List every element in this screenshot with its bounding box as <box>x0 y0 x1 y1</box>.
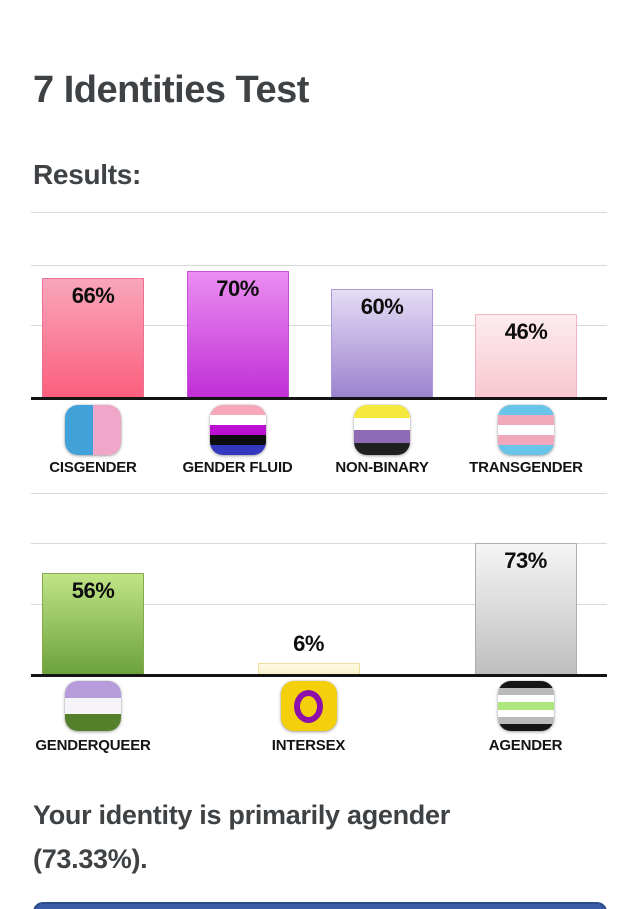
flag-stripe <box>93 405 121 455</box>
flag-stripe <box>498 415 554 425</box>
gridline <box>31 265 607 266</box>
identity-label: NON-BINARY <box>335 459 429 476</box>
flag-stripe <box>354 430 410 443</box>
flag-stripe <box>209 445 266 455</box>
flag-stripe <box>497 681 554 689</box>
bar-chart-1: 66% 70% 60% 46% <box>31 212 607 400</box>
flag-stripe <box>209 415 266 425</box>
identity-label: INTERSEX <box>271 737 346 754</box>
bar-non-binary <box>331 289 433 397</box>
summary-text: Your identity is primarily agender (73.3… <box>33 793 593 881</box>
gridline <box>31 543 607 544</box>
bar-value-label: 6% <box>293 631 324 656</box>
flag-stripe <box>497 688 554 696</box>
flag-stripe <box>209 425 266 435</box>
bar-value-label: 66% <box>71 283 115 308</box>
flag-stripe <box>497 695 554 703</box>
flag-stripe <box>497 723 554 731</box>
bar-value-label: 60% <box>360 294 404 319</box>
nonbinary-flag-icon <box>354 405 410 455</box>
bar-genderqueer <box>42 573 144 674</box>
flag-stripe <box>497 709 554 717</box>
gridline <box>31 325 607 326</box>
gridline <box>31 604 607 605</box>
flag-stripe <box>498 405 554 415</box>
bar-value-label: 46% <box>504 319 548 344</box>
page-title: 7 Identities Test <box>33 69 309 112</box>
intersex-flag-icon <box>280 681 337 731</box>
bar-agender <box>474 543 577 674</box>
agender-flag-icon <box>497 681 554 731</box>
genderfluid-flag-icon <box>209 405 266 455</box>
bar-transgender <box>475 314 577 397</box>
flag-stripe <box>498 435 554 445</box>
bar-gender-fluid <box>186 271 289 397</box>
flag-stripe <box>497 716 554 724</box>
genderqueer-flag-icon <box>65 681 121 731</box>
intersex-ring <box>294 689 323 723</box>
bar-value-label: 56% <box>71 578 115 603</box>
flag-stripe <box>209 405 266 415</box>
flag-stripe <box>498 425 554 435</box>
flag-stripe <box>65 681 121 698</box>
flag-stripe <box>65 697 121 715</box>
flag-stripe <box>65 405 93 455</box>
flag-stripe <box>354 417 410 430</box>
bar-cisgender <box>42 278 144 397</box>
cisgender-flag-icon <box>65 405 121 455</box>
identity-label: GENDERQUEER <box>35 737 151 754</box>
flag-stripe <box>65 714 121 731</box>
bottom-button[interactable] <box>33 902 607 909</box>
summary-line-2: (73.33%). <box>33 844 148 874</box>
bar-value-label: 73% <box>504 548 547 573</box>
results-heading: Results: <box>33 159 142 191</box>
bar-intersex <box>257 663 360 674</box>
identity-label: GENDER FLUID <box>182 459 293 476</box>
flag-stripe <box>209 435 266 445</box>
identity-label: CISGENDER <box>49 459 137 476</box>
identity-label: TRANSGENDER <box>469 459 583 476</box>
summary-line-1: Your identity is primarily agender <box>33 800 450 830</box>
transgender-flag-icon <box>498 405 554 455</box>
identity-label: AGENDER <box>488 737 563 754</box>
bar-chart-2: 56% 6% 73% <box>31 493 607 677</box>
flag-stripe <box>497 702 554 710</box>
flag-stripe <box>354 405 410 418</box>
bar-value-label: 70% <box>216 276 259 301</box>
flag-stripe <box>498 445 554 455</box>
flag-stripe <box>354 442 410 455</box>
